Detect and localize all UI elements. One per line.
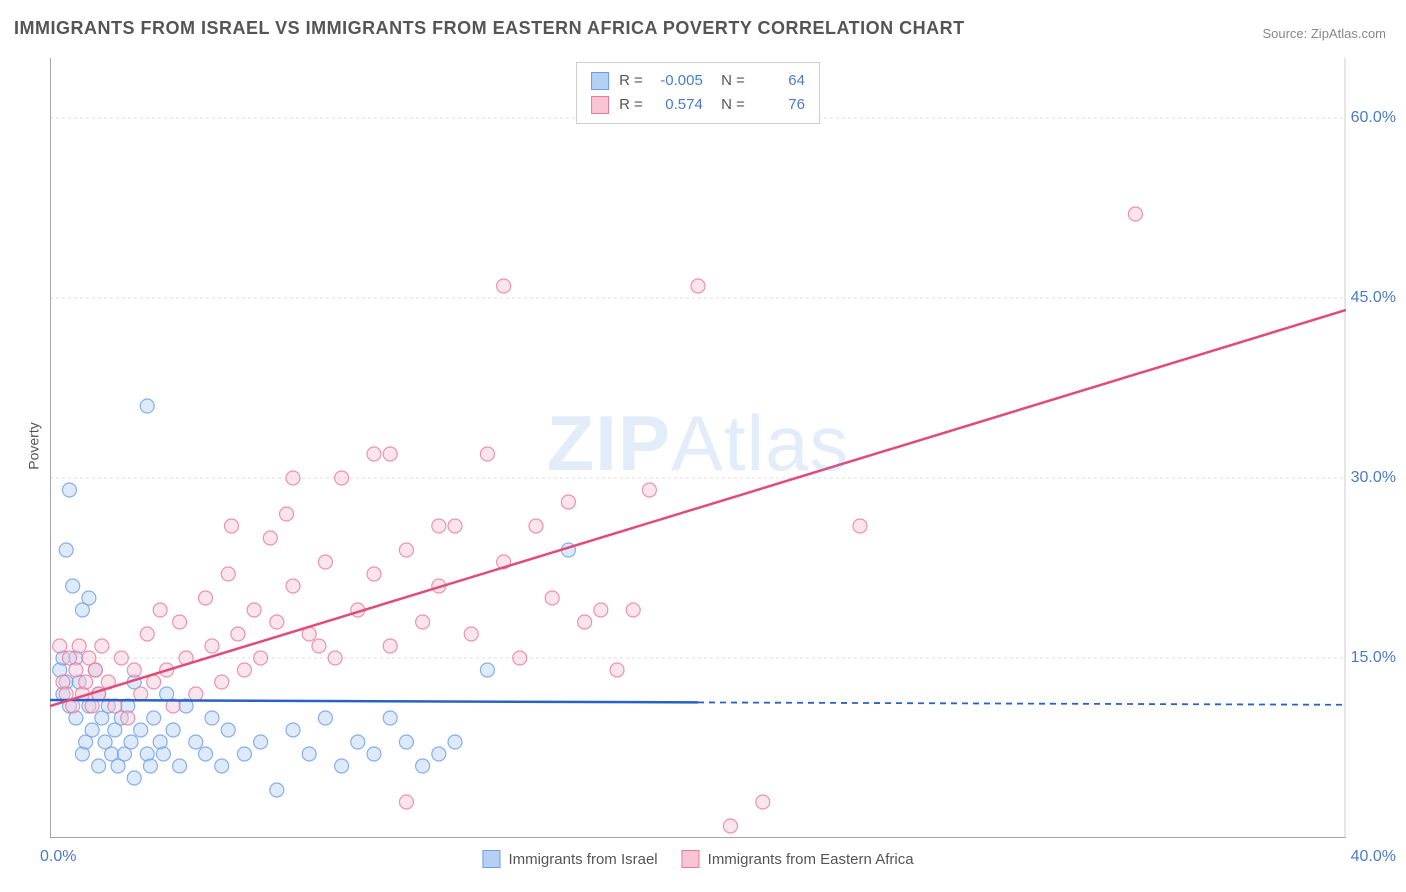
- y-tick-label: 45.0%: [1351, 289, 1396, 307]
- n-value: 76: [755, 93, 805, 117]
- source-label: Source: ZipAtlas.com: [1262, 26, 1386, 41]
- legend-item-eastern-africa: Immigrants from Eastern Africa: [682, 850, 914, 868]
- swatch-icon: [591, 72, 609, 90]
- swatch-icon: [482, 850, 500, 868]
- y-tick-label: 15.0%: [1351, 649, 1396, 667]
- legend-label: Immigrants from Eastern Africa: [708, 851, 914, 868]
- x-tick-max: 40.0%: [1351, 848, 1396, 866]
- swatch-icon: [682, 850, 700, 868]
- chart-title: IMMIGRANTS FROM ISRAEL VS IMMIGRANTS FRO…: [14, 18, 965, 39]
- y-tick-label: 60.0%: [1351, 109, 1396, 127]
- legend-label: Immigrants from Israel: [508, 851, 657, 868]
- n-value: 64: [755, 69, 805, 93]
- scatter-chart: ZIPAtlas R = -0.005 N = 64 R = 0.574 N =…: [50, 58, 1346, 838]
- bottom-legend: Immigrants from Israel Immigrants from E…: [482, 850, 913, 868]
- stats-legend-box: R = -0.005 N = 64 R = 0.574 N = 76: [576, 62, 820, 124]
- r-value: -0.005: [653, 69, 703, 93]
- x-tick-min: 0.0%: [40, 848, 76, 866]
- swatch-icon: [591, 96, 609, 114]
- y-tick-label: 30.0%: [1351, 469, 1396, 487]
- legend-item-israel: Immigrants from Israel: [482, 850, 657, 868]
- r-value: 0.574: [653, 93, 703, 117]
- y-axis-label: Poverty: [26, 422, 42, 469]
- stats-row-eastern-africa: R = 0.574 N = 76: [591, 93, 805, 117]
- stats-row-israel: R = -0.005 N = 64: [591, 69, 805, 93]
- chart-svg: [50, 58, 1346, 838]
